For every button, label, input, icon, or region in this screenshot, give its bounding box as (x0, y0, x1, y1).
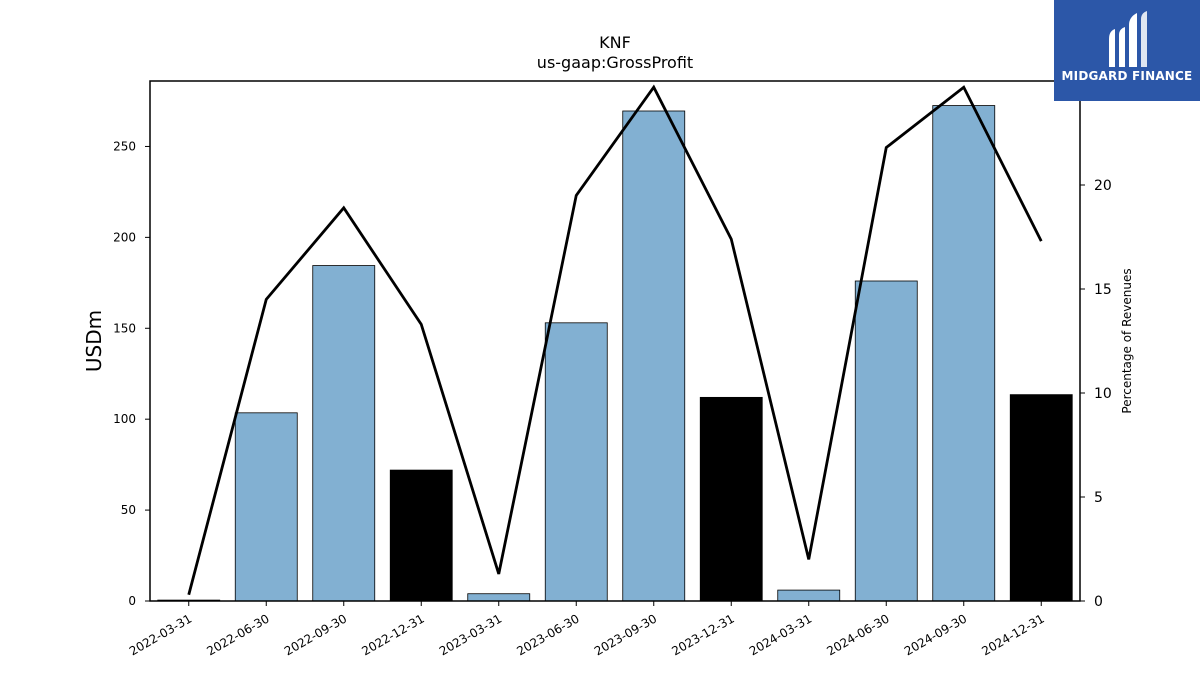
chart-title: KNF (599, 33, 631, 52)
bar-2022-09-30 (312, 265, 376, 602)
logo-text: MIDGARD FINANCE (1061, 69, 1193, 83)
y-tick-label: 100 (113, 412, 136, 426)
x-tick-label: 2023-09-30 (592, 611, 659, 658)
y2-tick-label: 0 (1094, 594, 1103, 610)
x-tick-label: 2022-03-31 (127, 611, 194, 658)
bar-2024-06-30 (854, 280, 918, 602)
line-group (187, 84, 1043, 596)
y-tick-label: 50 (121, 503, 136, 517)
bar-group (157, 105, 1073, 602)
chart-subtitle: us-gaap:GrossProfit (537, 53, 693, 72)
x-tick-label: 2022-06-30 (204, 611, 271, 658)
x-tick-label: 2024-09-30 (902, 611, 969, 658)
bar-2024-12-31 (1009, 394, 1073, 602)
y2-tick-label: 15 (1094, 282, 1112, 298)
plot-frame (149, 80, 1081, 602)
bar-2022-12-31 (389, 469, 453, 602)
x-axis: 2022-03-31 2022-06-30 2022-09-30 2022-12-31… (127, 601, 1047, 658)
y2-tick-label: 10 (1094, 386, 1112, 402)
y2-axis-label: Percentage of Revenues (1120, 268, 1134, 413)
x-tick-label: 2024-03-31 (747, 611, 814, 658)
bar-2023-12-31 (699, 396, 763, 602)
x-tick-label: 2024-12-31 (979, 611, 1046, 658)
x-tick-label: 2022-09-30 (282, 611, 349, 658)
y-tick-label: 250 (113, 139, 136, 153)
bar-2024-03-31 (777, 589, 841, 602)
y2-tick-label: 5 (1094, 490, 1103, 506)
bar-2023-03-31 (467, 593, 531, 602)
x-tick-label: 2024-06-30 (824, 611, 891, 658)
x-tick-label: 2023-12-31 (669, 611, 736, 658)
brand-logo: MIDGARD FINANCE (1054, 0, 1200, 101)
y-tick-label: 0 (128, 594, 136, 608)
percentage-line (187, 84, 1043, 596)
y2-tick-label: 20 (1094, 178, 1112, 194)
bar-2023-09-30 (622, 110, 686, 602)
y-tick-label: 150 (113, 321, 136, 335)
x-tick-label: 2023-03-31 (437, 611, 504, 658)
bar-2023-06-30 (544, 322, 608, 602)
bar-2022-06-30 (234, 412, 298, 602)
y-axis-right: 0510152025 (1080, 74, 1112, 610)
y-axis-left: 0 50 100 150 200 250 (113, 139, 150, 608)
y-axis-label: USDm (82, 310, 106, 372)
midgard-logo-icon (1109, 11, 1147, 67)
y-tick-label: 200 (113, 230, 136, 244)
bar-2024-09-30 (932, 105, 996, 602)
x-tick-label: 2022-12-31 (359, 611, 426, 658)
x-tick-label: 2023-06-30 (514, 611, 581, 658)
